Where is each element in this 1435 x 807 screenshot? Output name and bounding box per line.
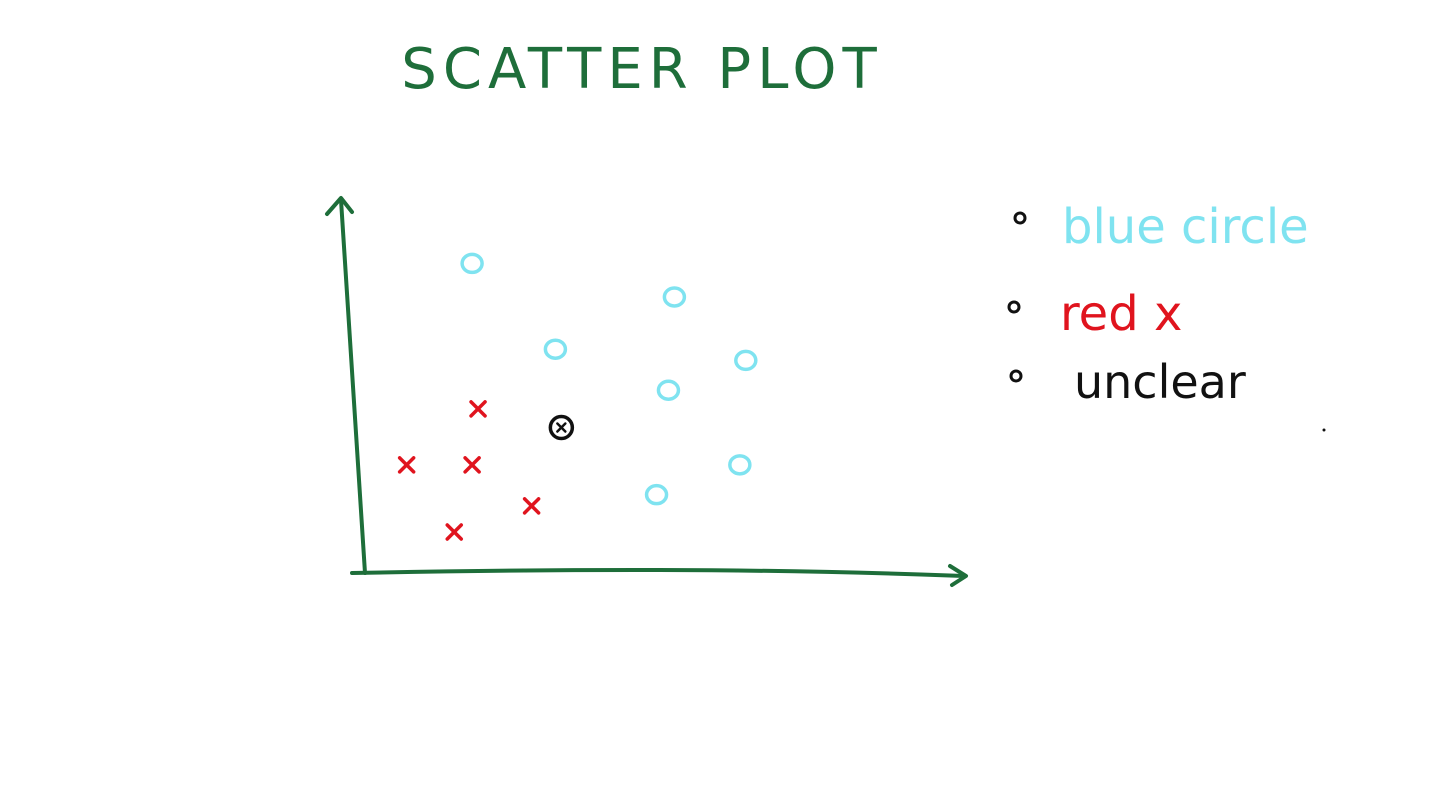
legend-label-blue-circle: blue circle [1062, 199, 1309, 255]
point-unclear-0 [548, 414, 575, 441]
axes [325, 196, 968, 587]
point-red-x-2 [463, 456, 481, 474]
x-axis-arrowhead [948, 564, 968, 587]
legend-bullet [1013, 211, 1027, 225]
chart-title: SCATTER PLOT [401, 37, 882, 102]
point-red-x-4 [445, 523, 463, 541]
stray-dot [1322, 428, 1326, 432]
x-axis-line [350, 567, 966, 578]
legend-label-unclear: unclear [1074, 355, 1246, 409]
point-blue-circle-5 [728, 454, 752, 476]
point-blue-circle-6 [644, 483, 669, 506]
legend-bullet [1009, 369, 1023, 383]
y-axis-arrowhead [325, 196, 354, 216]
point-blue-circle-2 [662, 286, 687, 308]
legend-item-blue-circle: blue circle [1013, 199, 1309, 255]
point-blue-circle-4 [734, 349, 758, 372]
point-red-x-0 [469, 400, 487, 418]
point-red-x-3 [522, 497, 541, 515]
legend-item-red-x: red x [1007, 286, 1182, 342]
legend-item-unclear: unclear [1009, 355, 1246, 409]
y-axis-line [339, 198, 367, 575]
legend: blue circle red x unclear [1007, 199, 1326, 432]
data-marks [397, 252, 758, 541]
legend-bullet [1007, 300, 1021, 314]
point-blue-circle-0 [460, 252, 484, 275]
point-blue-circle-3 [656, 379, 681, 401]
point-blue-circle-1 [543, 338, 568, 360]
point-red-x-1 [397, 456, 416, 474]
legend-label-red-x: red x [1060, 286, 1182, 342]
